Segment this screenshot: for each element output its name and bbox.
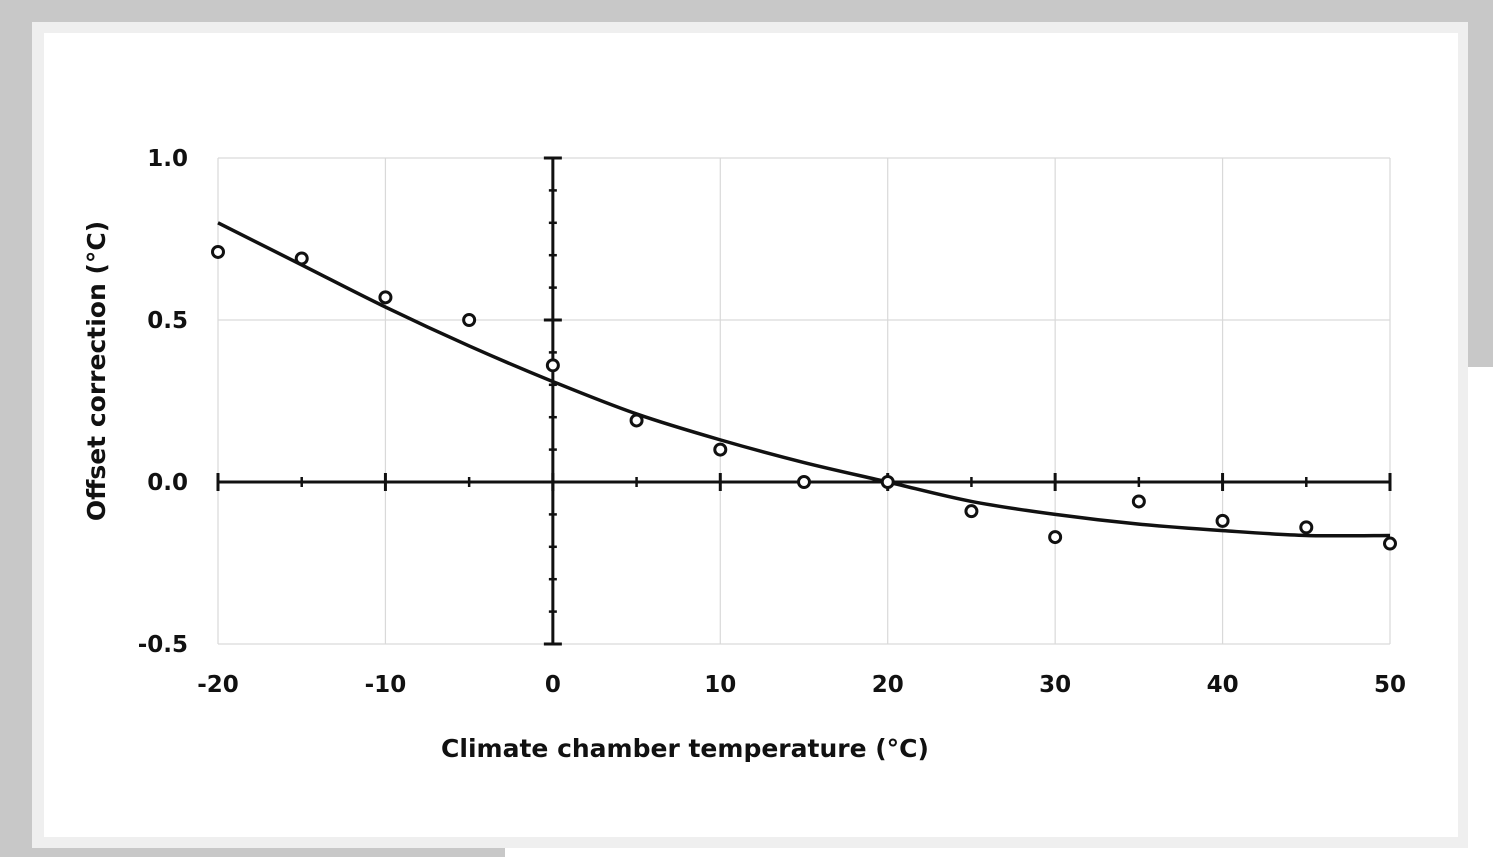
x-tick-label: 30 [1039,672,1071,698]
x-tick-label: -10 [365,672,407,698]
background-strip [505,848,1493,857]
data-point [1131,494,1146,509]
x-axis-title: Climate chamber temperature (°C) [441,734,929,763]
fit-curve [217,221,1391,538]
x-tick-label: 40 [1207,672,1239,698]
data-points [211,244,1397,551]
axes [216,156,1392,646]
data-point [1299,520,1314,535]
grid-lines [217,157,1391,645]
x-tick-label: -20 [197,672,239,698]
x-tick-label: 0 [545,672,561,698]
data-point [1215,513,1230,528]
data-point [545,358,560,373]
data-point [211,244,225,259]
data-point [378,290,393,305]
y-tick-label: -0.5 [138,632,188,658]
y-tick-label: 0.5 [147,308,188,334]
x-tick-label: 50 [1374,672,1406,698]
data-point [964,504,979,519]
data-point [629,413,644,428]
data-point [1383,536,1397,551]
x-tick-label: 10 [704,672,736,698]
data-point [1048,530,1063,545]
fit-curve-layer [217,221,1391,538]
background-panel [1468,367,1493,857]
data-point [294,251,309,266]
data-point [713,442,728,457]
y-tick-label: 0.0 [147,470,188,496]
data-point [880,475,895,489]
data-point [797,475,811,489]
data-point [462,313,477,327]
tick-labels: -20 -10 0 10 20 30 40 50 1.0 0.5 0.0 -0.5 [138,146,1406,698]
y-tick-label: 1.0 [147,146,188,172]
y-axis-title: Offset correction (°C) [82,221,111,521]
x-tick-label: 20 [872,672,904,698]
